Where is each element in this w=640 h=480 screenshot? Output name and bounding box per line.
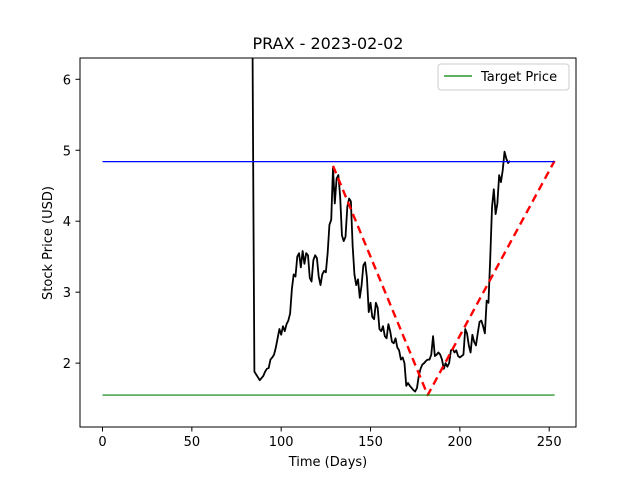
legend-box — [437, 63, 570, 91]
y-tick-label: 6 — [63, 73, 71, 88]
legend-label-target-price: Target Price — [480, 70, 557, 85]
x-tick-label: 250 — [537, 435, 562, 450]
y-tick-label: 5 — [63, 144, 71, 159]
y-tick-label: 2 — [63, 357, 71, 372]
x-tick-label: 150 — [358, 435, 383, 450]
plot-area — [79, 57, 577, 428]
chart-title: PRAX - 2023-02-02 — [253, 34, 404, 53]
series-group — [102, 58, 556, 397]
series-black-line — [251, 58, 511, 393]
x-tick-label: 200 — [447, 435, 472, 450]
plot-frame — [79, 57, 577, 428]
x-tick-label: 0 — [98, 435, 106, 450]
y-axis-label: Stock Price (USD) — [41, 186, 56, 300]
y-tick-label: 4 — [63, 215, 71, 230]
x-tick-label: 50 — [184, 435, 201, 450]
x-axis-label: Time (Days) — [288, 455, 368, 470]
y-axis: 2 3 4 5 6 — [63, 73, 80, 372]
legend: Target Price — [437, 63, 570, 91]
x-tick-label: 100 — [269, 435, 294, 450]
x-axis: 0 50 100 150 200 250 — [98, 427, 562, 450]
y-tick-label: 3 — [63, 286, 71, 301]
